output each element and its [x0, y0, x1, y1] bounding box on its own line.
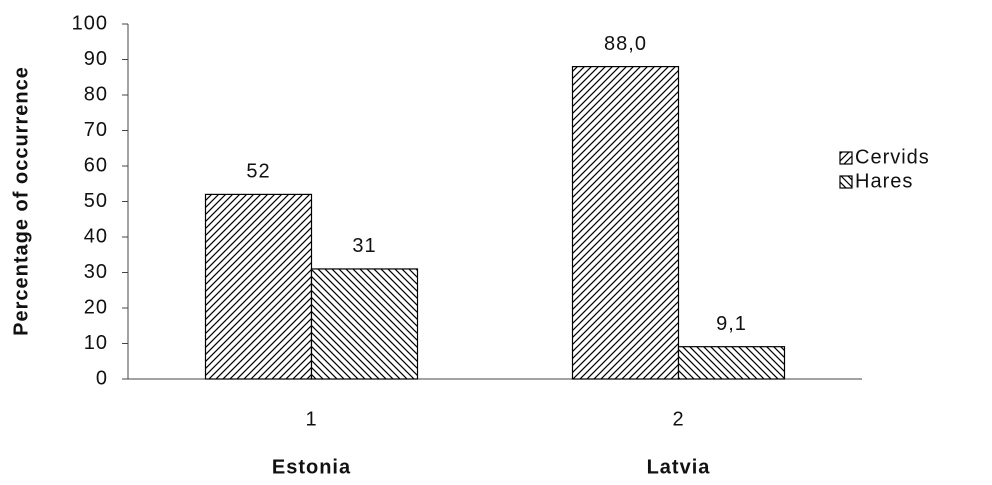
- legend-label: Cervids: [855, 146, 930, 168]
- x-tick-label: 2: [672, 408, 684, 430]
- y-tick-label: 10: [84, 332, 108, 354]
- y-tick-label: 20: [84, 296, 108, 318]
- legend-label: Hares: [855, 170, 913, 192]
- value-label: 52: [246, 161, 270, 183]
- x-tick-label: 1: [305, 408, 317, 430]
- y-tick-label: 40: [84, 225, 108, 247]
- y-tick-label: 100: [72, 12, 108, 34]
- legend-swatch: [839, 151, 853, 165]
- value-label: 88,0: [604, 33, 647, 55]
- y-tick-label: 50: [84, 190, 108, 212]
- y-tick-label: 60: [84, 154, 108, 176]
- y-tick-label: 70: [84, 119, 108, 141]
- category-name: Estonia: [272, 456, 351, 478]
- y-tick-label: 80: [84, 83, 108, 105]
- value-label: 31: [352, 235, 376, 257]
- category-name: Latvia: [647, 456, 711, 478]
- y-tick-label: 30: [84, 261, 108, 283]
- y-axis-label: Percentage of occurrence: [10, 66, 32, 336]
- bar: [204, 193, 313, 380]
- bar: [310, 268, 419, 380]
- bar: [677, 346, 786, 380]
- value-label: 9,1: [716, 313, 747, 335]
- y-tick-label: 0: [96, 367, 108, 389]
- bar: [571, 65, 680, 380]
- legend-swatch: [839, 175, 853, 189]
- y-tick-label: 90: [84, 48, 108, 70]
